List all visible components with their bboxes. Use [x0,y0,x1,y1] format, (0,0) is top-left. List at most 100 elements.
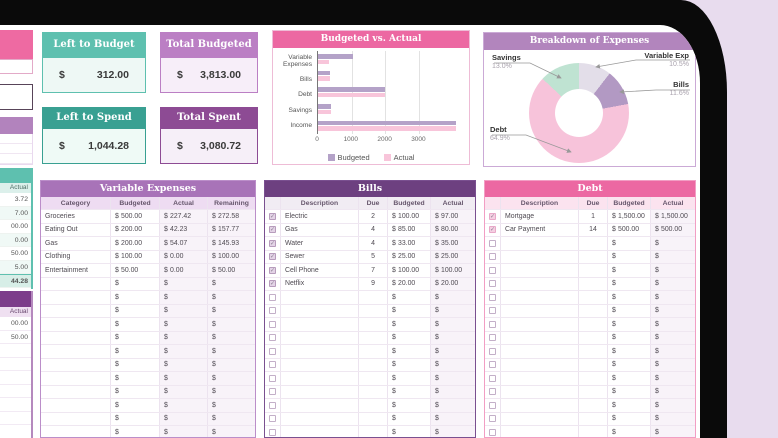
card-total-spent[interactable]: Total Spent $3,080.72 [160,107,258,164]
table-row[interactable]: $ $ [265,291,475,305]
money-cell[interactable]: $200.00 [111,223,160,236]
money-cell[interactable]: $100.00 [388,264,431,277]
money-cell[interactable]: $500.00 [608,223,651,236]
table-row[interactable]: $ $ $ [41,291,255,305]
due-cell[interactable] [359,318,388,331]
money-cell[interactable]: $200.00 [111,237,160,250]
money-cell[interactable]: $ [208,291,255,304]
money-cell[interactable]: $ [608,264,651,277]
table-row[interactable]: $ $ [485,331,695,345]
money-cell[interactable]: $ [388,318,431,331]
money-cell[interactable]: $ [651,331,695,344]
checkbox-cell[interactable] [265,358,281,371]
checkbox-cell[interactable] [485,358,501,371]
money-cell[interactable]: $80.00 [431,223,475,236]
money-cell[interactable]: $ [608,345,651,358]
checkbox-cell[interactable] [485,331,501,344]
money-cell[interactable]: $ [431,304,475,317]
description-cell[interactable] [501,264,579,277]
money-cell[interactable]: $ [608,291,651,304]
money-cell[interactable]: $145.93 [208,237,255,250]
table-row[interactable]: ✓ Electric 2 $100.00 $97.00 [265,210,475,224]
description-cell[interactable] [501,331,579,344]
due-cell[interactable] [579,250,608,263]
table-row[interactable] [0,358,31,371]
checkbox-checked-icon[interactable]: ✓ [269,212,276,220]
category-cell[interactable]: Clothing [41,250,111,263]
money-cell[interactable]: $ [431,291,475,304]
money-cell[interactable]: $ [208,372,255,385]
money-cell[interactable]: $100.00 [111,250,160,263]
money-cell[interactable]: $ [111,318,160,331]
category-cell[interactable]: Groceries [41,210,111,223]
money-cell[interactable]: $ [651,399,695,412]
money-cell[interactable]: $ [111,426,160,437]
money-cell[interactable]: $ [431,412,475,425]
checkbox-checked-icon[interactable]: ✓ [269,239,276,247]
checkbox-cell[interactable] [485,277,501,290]
table-row[interactable] [0,425,31,438]
due-cell[interactable] [359,331,388,344]
money-cell[interactable]: $ [208,412,255,425]
money-cell[interactable]: $100.00 [431,264,475,277]
cutoff-bordered-box[interactable] [0,84,33,110]
description-cell[interactable] [501,304,579,317]
checkbox-unchecked-icon[interactable] [269,401,276,409]
description-cell[interactable] [281,412,359,425]
table-row[interactable]: Entertainment $50.00 $0.00 $50.00 [41,264,255,278]
money-cell[interactable]: $ [111,399,160,412]
table-row[interactable]: ✓ Car Payment 14 $500.00 $500.00 [485,223,695,237]
due-cell[interactable]: 4 [359,237,388,250]
due-cell[interactable] [579,264,608,277]
money-cell[interactable]: $ [160,372,208,385]
checkbox-cell[interactable] [485,372,501,385]
table-row[interactable]: $ $ [485,372,695,386]
checkbox-unchecked-icon[interactable] [489,266,496,274]
checkbox-unchecked-icon[interactable] [489,428,496,436]
description-cell[interactable] [501,426,579,437]
table-row[interactable] [0,344,31,358]
money-cell[interactable]: $ [208,358,255,371]
checkbox-cell[interactable] [265,318,281,331]
money-cell[interactable]: $ [160,304,208,317]
checkbox-checked-icon[interactable]: ✓ [489,212,496,220]
cutoff-teal-actual-table[interactable]: Actual 3.72 7.00 00.00 0.00 50.00 5.00 44.28 [0,168,33,289]
table-row[interactable] [0,385,31,398]
money-cell[interactable]: $ [651,291,695,304]
money-cell[interactable]: $ [651,385,695,398]
table-row[interactable]: Eating Out $200.00 $42.23 $157.77 [41,223,255,237]
checkbox-cell[interactable] [485,304,501,317]
money-cell[interactable]: $ [431,385,475,398]
money-cell[interactable]: $100.00 [208,250,255,263]
checkbox-cell[interactable]: ✓ [265,223,281,236]
due-cell[interactable] [359,372,388,385]
table-row[interactable]: Clothing $100.00 $0.00 $100.00 [41,250,255,264]
table-row[interactable]: 5.00 [0,260,31,274]
due-cell[interactable] [359,426,388,437]
description-cell[interactable] [281,426,359,437]
category-cell[interactable] [41,372,111,385]
description-cell[interactable] [501,318,579,331]
money-cell[interactable]: $ [208,318,255,331]
money-cell[interactable]: $ [111,331,160,344]
money-cell[interactable]: $ [651,277,695,290]
money-cell[interactable]: $ [208,385,255,398]
table-row[interactable]: 3.72 [0,193,31,207]
money-cell[interactable]: $20.00 [388,277,431,290]
description-cell[interactable]: Mortgage [501,210,579,223]
money-cell[interactable]: $ [388,291,431,304]
table-row[interactable]: $ $ $ [41,345,255,359]
category-cell[interactable] [41,291,111,304]
money-cell[interactable]: $ [388,399,431,412]
table-row[interactable]: 00.00 [0,220,31,234]
checkbox-cell[interactable] [485,385,501,398]
table-row[interactable]: ✓ Mortgage 1 $1,500.00 $1,500.00 [485,210,695,224]
due-cell[interactable] [579,399,608,412]
due-cell[interactable] [579,372,608,385]
due-cell[interactable] [579,277,608,290]
budgeted-vs-actual-chart[interactable]: Budgeted vs. Actual Variable Expenses Bil… [272,30,470,165]
money-cell[interactable]: $ [160,358,208,371]
table-row[interactable]: $ $ [485,358,695,372]
checkbox-unchecked-icon[interactable] [269,374,276,382]
category-cell[interactable] [41,277,111,290]
